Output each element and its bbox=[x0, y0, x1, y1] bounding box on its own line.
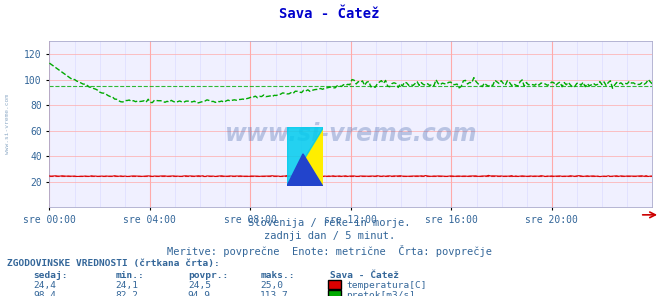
Text: min.:: min.: bbox=[115, 271, 144, 280]
Text: www.si-vreme.com: www.si-vreme.com bbox=[225, 122, 477, 146]
Polygon shape bbox=[287, 127, 323, 186]
Text: maks.:: maks.: bbox=[260, 271, 295, 280]
Text: 24,1: 24,1 bbox=[115, 281, 138, 290]
Text: 24,5: 24,5 bbox=[188, 281, 211, 290]
Text: sedaj:: sedaj: bbox=[33, 271, 67, 280]
Text: 82,2: 82,2 bbox=[115, 291, 138, 296]
Text: Slovenija / reke in morje.: Slovenija / reke in morje. bbox=[248, 218, 411, 228]
Text: Sava - Čatež: Sava - Čatež bbox=[279, 7, 380, 21]
Text: 25,0: 25,0 bbox=[260, 281, 283, 290]
Text: pretok[m3/s]: pretok[m3/s] bbox=[346, 291, 415, 296]
Text: 98,4: 98,4 bbox=[33, 291, 56, 296]
FancyBboxPatch shape bbox=[328, 280, 341, 289]
Polygon shape bbox=[287, 154, 323, 186]
Polygon shape bbox=[287, 127, 323, 186]
Text: ZGODOVINSKE VREDNOSTI (črtkana črta):: ZGODOVINSKE VREDNOSTI (črtkana črta): bbox=[7, 259, 219, 268]
Text: Sava - Čatež: Sava - Čatež bbox=[330, 271, 399, 280]
Text: www.si-vreme.com: www.si-vreme.com bbox=[5, 94, 11, 154]
Text: 24,4: 24,4 bbox=[33, 281, 56, 290]
Text: Meritve: povprečne  Enote: metrične  Črta: povprečje: Meritve: povprečne Enote: metrične Črta:… bbox=[167, 245, 492, 257]
Text: 94,9: 94,9 bbox=[188, 291, 211, 296]
Text: povpr.:: povpr.: bbox=[188, 271, 228, 280]
Text: temperatura[C]: temperatura[C] bbox=[346, 281, 426, 290]
FancyBboxPatch shape bbox=[328, 290, 341, 296]
Text: zadnji dan / 5 minut.: zadnji dan / 5 minut. bbox=[264, 231, 395, 242]
Text: 113,7: 113,7 bbox=[260, 291, 289, 296]
